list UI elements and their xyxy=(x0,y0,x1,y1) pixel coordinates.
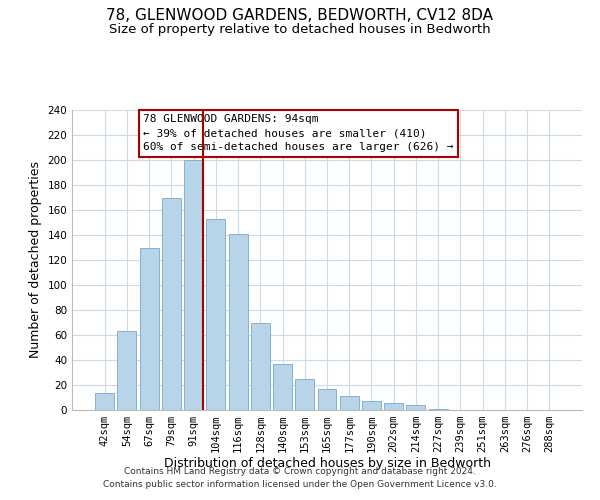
Text: Size of property relative to detached houses in Bedworth: Size of property relative to detached ho… xyxy=(109,22,491,36)
Bar xyxy=(429,409,448,410)
Bar xyxy=(295,379,314,410)
Text: 78 GLENWOOD GARDENS: 94sqm
← 39% of detached houses are smaller (410)
60% of sem: 78 GLENWOOD GARDENS: 94sqm ← 39% of deta… xyxy=(143,114,454,152)
Bar xyxy=(95,392,114,410)
Bar xyxy=(229,234,248,410)
Bar xyxy=(140,248,158,410)
Bar xyxy=(162,198,181,410)
Bar xyxy=(317,389,337,410)
Bar xyxy=(118,331,136,410)
Bar xyxy=(384,402,403,410)
Bar xyxy=(184,160,203,410)
Bar xyxy=(406,405,425,410)
Bar xyxy=(340,396,359,410)
Text: Contains HM Land Registry data © Crown copyright and database right 2024.
Contai: Contains HM Land Registry data © Crown c… xyxy=(103,468,497,489)
Bar xyxy=(273,364,292,410)
Text: Distribution of detached houses by size in Bedworth: Distribution of detached houses by size … xyxy=(163,458,491,470)
Text: 78, GLENWOOD GARDENS, BEDWORTH, CV12 8DA: 78, GLENWOOD GARDENS, BEDWORTH, CV12 8DA xyxy=(107,8,493,22)
Bar xyxy=(206,219,225,410)
Bar xyxy=(251,322,270,410)
Y-axis label: Number of detached properties: Number of detached properties xyxy=(29,162,42,358)
Bar xyxy=(362,401,381,410)
